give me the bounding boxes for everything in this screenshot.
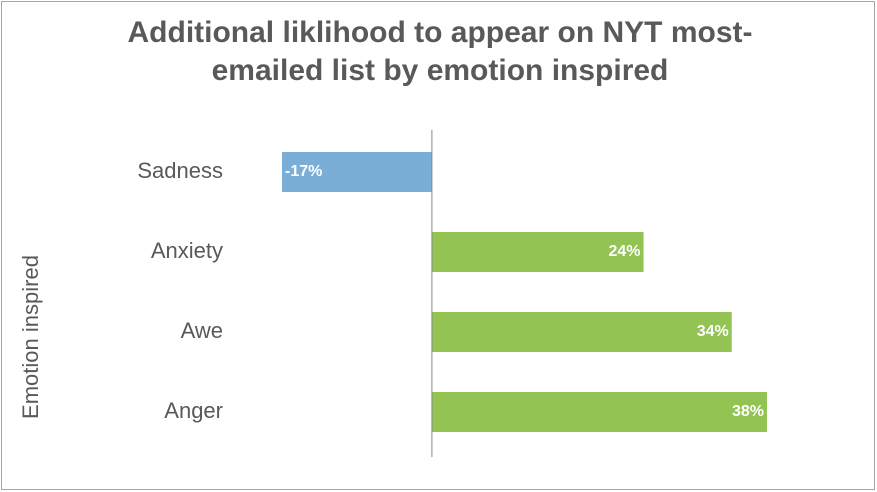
chart-title: Additional liklihood to appear on NYT mo… bbox=[127, 16, 753, 87]
y-axis-label: Emotion inspired bbox=[18, 255, 43, 419]
y-tick-label: Sadness bbox=[137, 158, 223, 183]
data-label: -17% bbox=[285, 163, 322, 180]
y-tick-label: Anger bbox=[164, 398, 223, 423]
data-label: 24% bbox=[609, 243, 641, 260]
y-tick-label: Anxiety bbox=[151, 238, 223, 263]
bar bbox=[282, 152, 432, 192]
y-tick-label: Awe bbox=[181, 318, 223, 343]
bar bbox=[431, 392, 767, 432]
data-label: 34% bbox=[697, 323, 729, 340]
bar bbox=[431, 232, 644, 272]
bar bbox=[431, 312, 732, 352]
data-label: 38% bbox=[732, 403, 764, 420]
